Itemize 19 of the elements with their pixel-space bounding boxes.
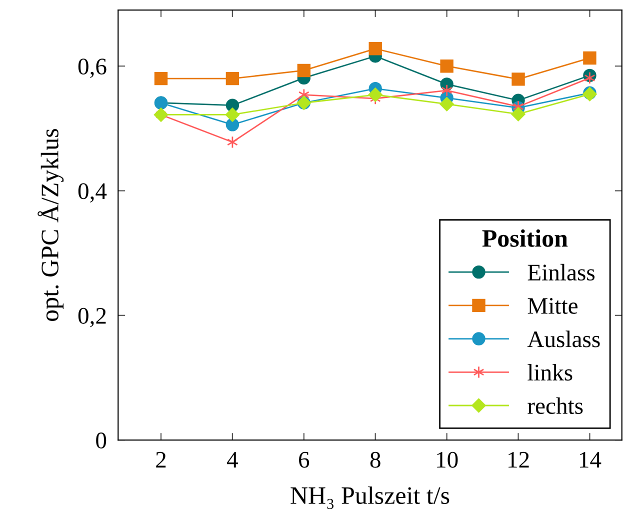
x-tick-label: 10 (437, 452, 458, 468)
legend-label: Mitte (528, 298, 578, 314)
legend-label: links (528, 364, 572, 381)
y-tick-label: 0,2 (78, 308, 106, 328)
x-tick-label: 14 (580, 452, 602, 468)
y-tick-label: 0 (96, 432, 106, 448)
legend-label: Auslass (527, 330, 600, 348)
y-axis-title: opt. GPC Å/Zyklus (38, 129, 64, 321)
x-tick-label: 6 (299, 452, 310, 468)
legend-title: Position (482, 229, 568, 247)
y-tick-label: 0,6 (78, 58, 106, 78)
x-axis-title: NH₃ Pulszeit t/s (290, 486, 450, 509)
x-tick-label: 4 (227, 452, 238, 468)
y-tick-label: 0,4 (78, 183, 107, 203)
x-tick-label: 2 (156, 452, 166, 468)
legend-label: Einlass (528, 264, 595, 281)
legend-label: rechts (528, 397, 583, 414)
x-tick-label: 8 (370, 452, 380, 468)
x-tick-label: 12 (508, 452, 529, 468)
